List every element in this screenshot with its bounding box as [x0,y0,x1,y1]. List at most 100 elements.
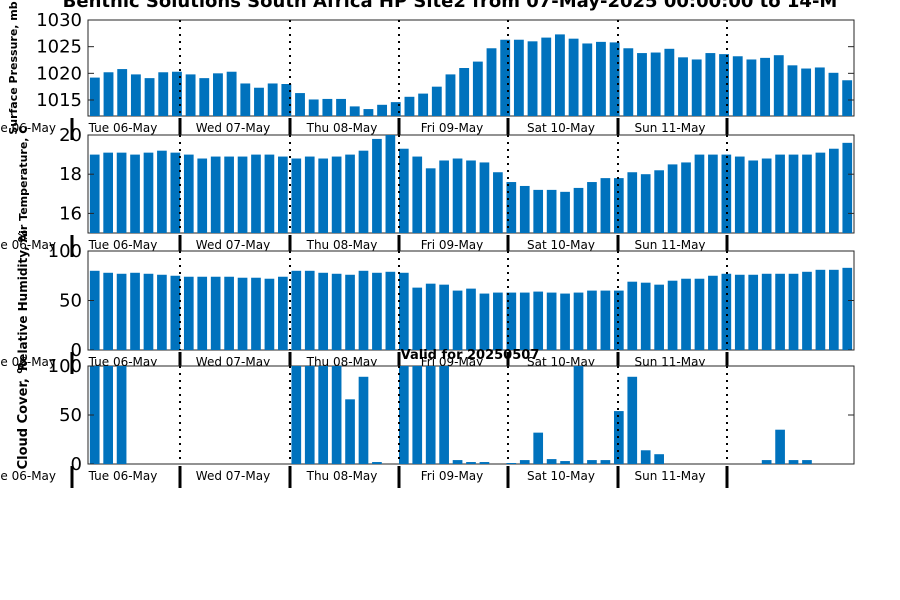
bar [519,185,530,233]
bar [546,292,557,350]
bar [801,68,812,116]
bar [466,462,476,464]
bar [278,156,288,233]
bar [681,278,691,350]
bar [654,284,664,350]
bar [439,284,449,350]
bar [291,270,302,350]
bar [304,156,315,233]
bar [318,272,329,350]
bar [466,160,476,233]
bar [143,152,154,233]
bar [554,34,565,116]
bar [116,366,127,464]
bar [828,72,839,116]
bar [760,57,771,116]
bar [734,274,745,350]
bar [170,275,181,350]
bar [694,278,705,350]
bar [116,152,127,233]
y-axis-label: Relative Humidity, % [16,230,30,371]
bar [814,67,825,116]
x-tick-label: Tue 06-May [88,469,158,483]
bar [761,460,772,464]
bar [130,74,141,116]
y-axis-label: Cloud Cover, % [16,361,31,470]
bar [377,104,388,116]
bar [775,273,785,350]
bar [493,172,503,233]
x-tick-label: Sun 11-May [634,238,705,252]
y-tick-label: 20 [59,125,82,146]
bar [358,270,369,350]
bar [654,170,664,233]
bar [398,148,409,233]
bar [640,450,651,464]
x-tick-label: Sat 10-May [527,121,595,135]
bar [264,154,275,233]
bar [89,366,100,464]
bar [385,135,396,233]
bar [708,154,718,233]
bar [500,39,511,117]
valid-for-annotation: Valid for 20250507 [401,348,540,363]
x-tick-label: Sat 10-May [527,238,595,252]
bar [479,162,490,233]
bar [385,271,396,350]
bar [318,366,329,464]
bar [237,156,248,233]
bar [573,292,584,350]
bar [842,80,853,116]
bar [398,366,409,464]
y-tick-label: 1020 [36,63,82,84]
bar [775,154,785,233]
bar [213,73,223,116]
bar [281,84,292,116]
y-tick-label: 1030 [36,10,82,31]
bar [404,96,415,116]
bar [267,83,278,116]
x-tick-label: Thu 08-May [306,238,378,252]
bar [425,283,436,350]
bar [486,48,497,116]
bar [197,158,208,233]
x-tick-label: Thu 08-May [306,121,378,135]
bar [170,152,181,233]
x-tick-label: Thu 08-May [306,469,378,483]
bar [533,189,544,233]
bar [664,48,675,116]
y-tick-label: 100 [48,241,82,262]
bar [842,142,853,233]
bar [345,274,355,350]
bar [708,275,718,350]
bar [560,293,570,350]
bar [459,68,470,116]
bar [691,59,702,116]
bar [445,74,456,116]
x-tick-label: Wed 07-May [196,469,270,483]
x-tick-label: Sat 10-May [527,469,595,483]
bar [493,292,503,350]
bar [425,168,436,233]
bar [560,191,570,233]
bar [573,187,584,233]
bar [815,269,826,350]
bar [560,461,570,464]
bar [158,72,169,116]
bar [318,158,329,233]
y-tick-label: 0 [71,340,82,361]
bar [533,432,544,464]
bar [573,366,584,464]
bar [291,366,302,464]
bar [264,278,275,350]
bar [479,462,490,464]
bar [185,74,196,116]
y-tick-label: 18 [59,164,82,185]
bar [527,41,538,116]
bar [613,290,624,350]
bar [372,272,382,350]
bar [667,164,678,233]
y-tick-label: 0 [71,454,82,475]
